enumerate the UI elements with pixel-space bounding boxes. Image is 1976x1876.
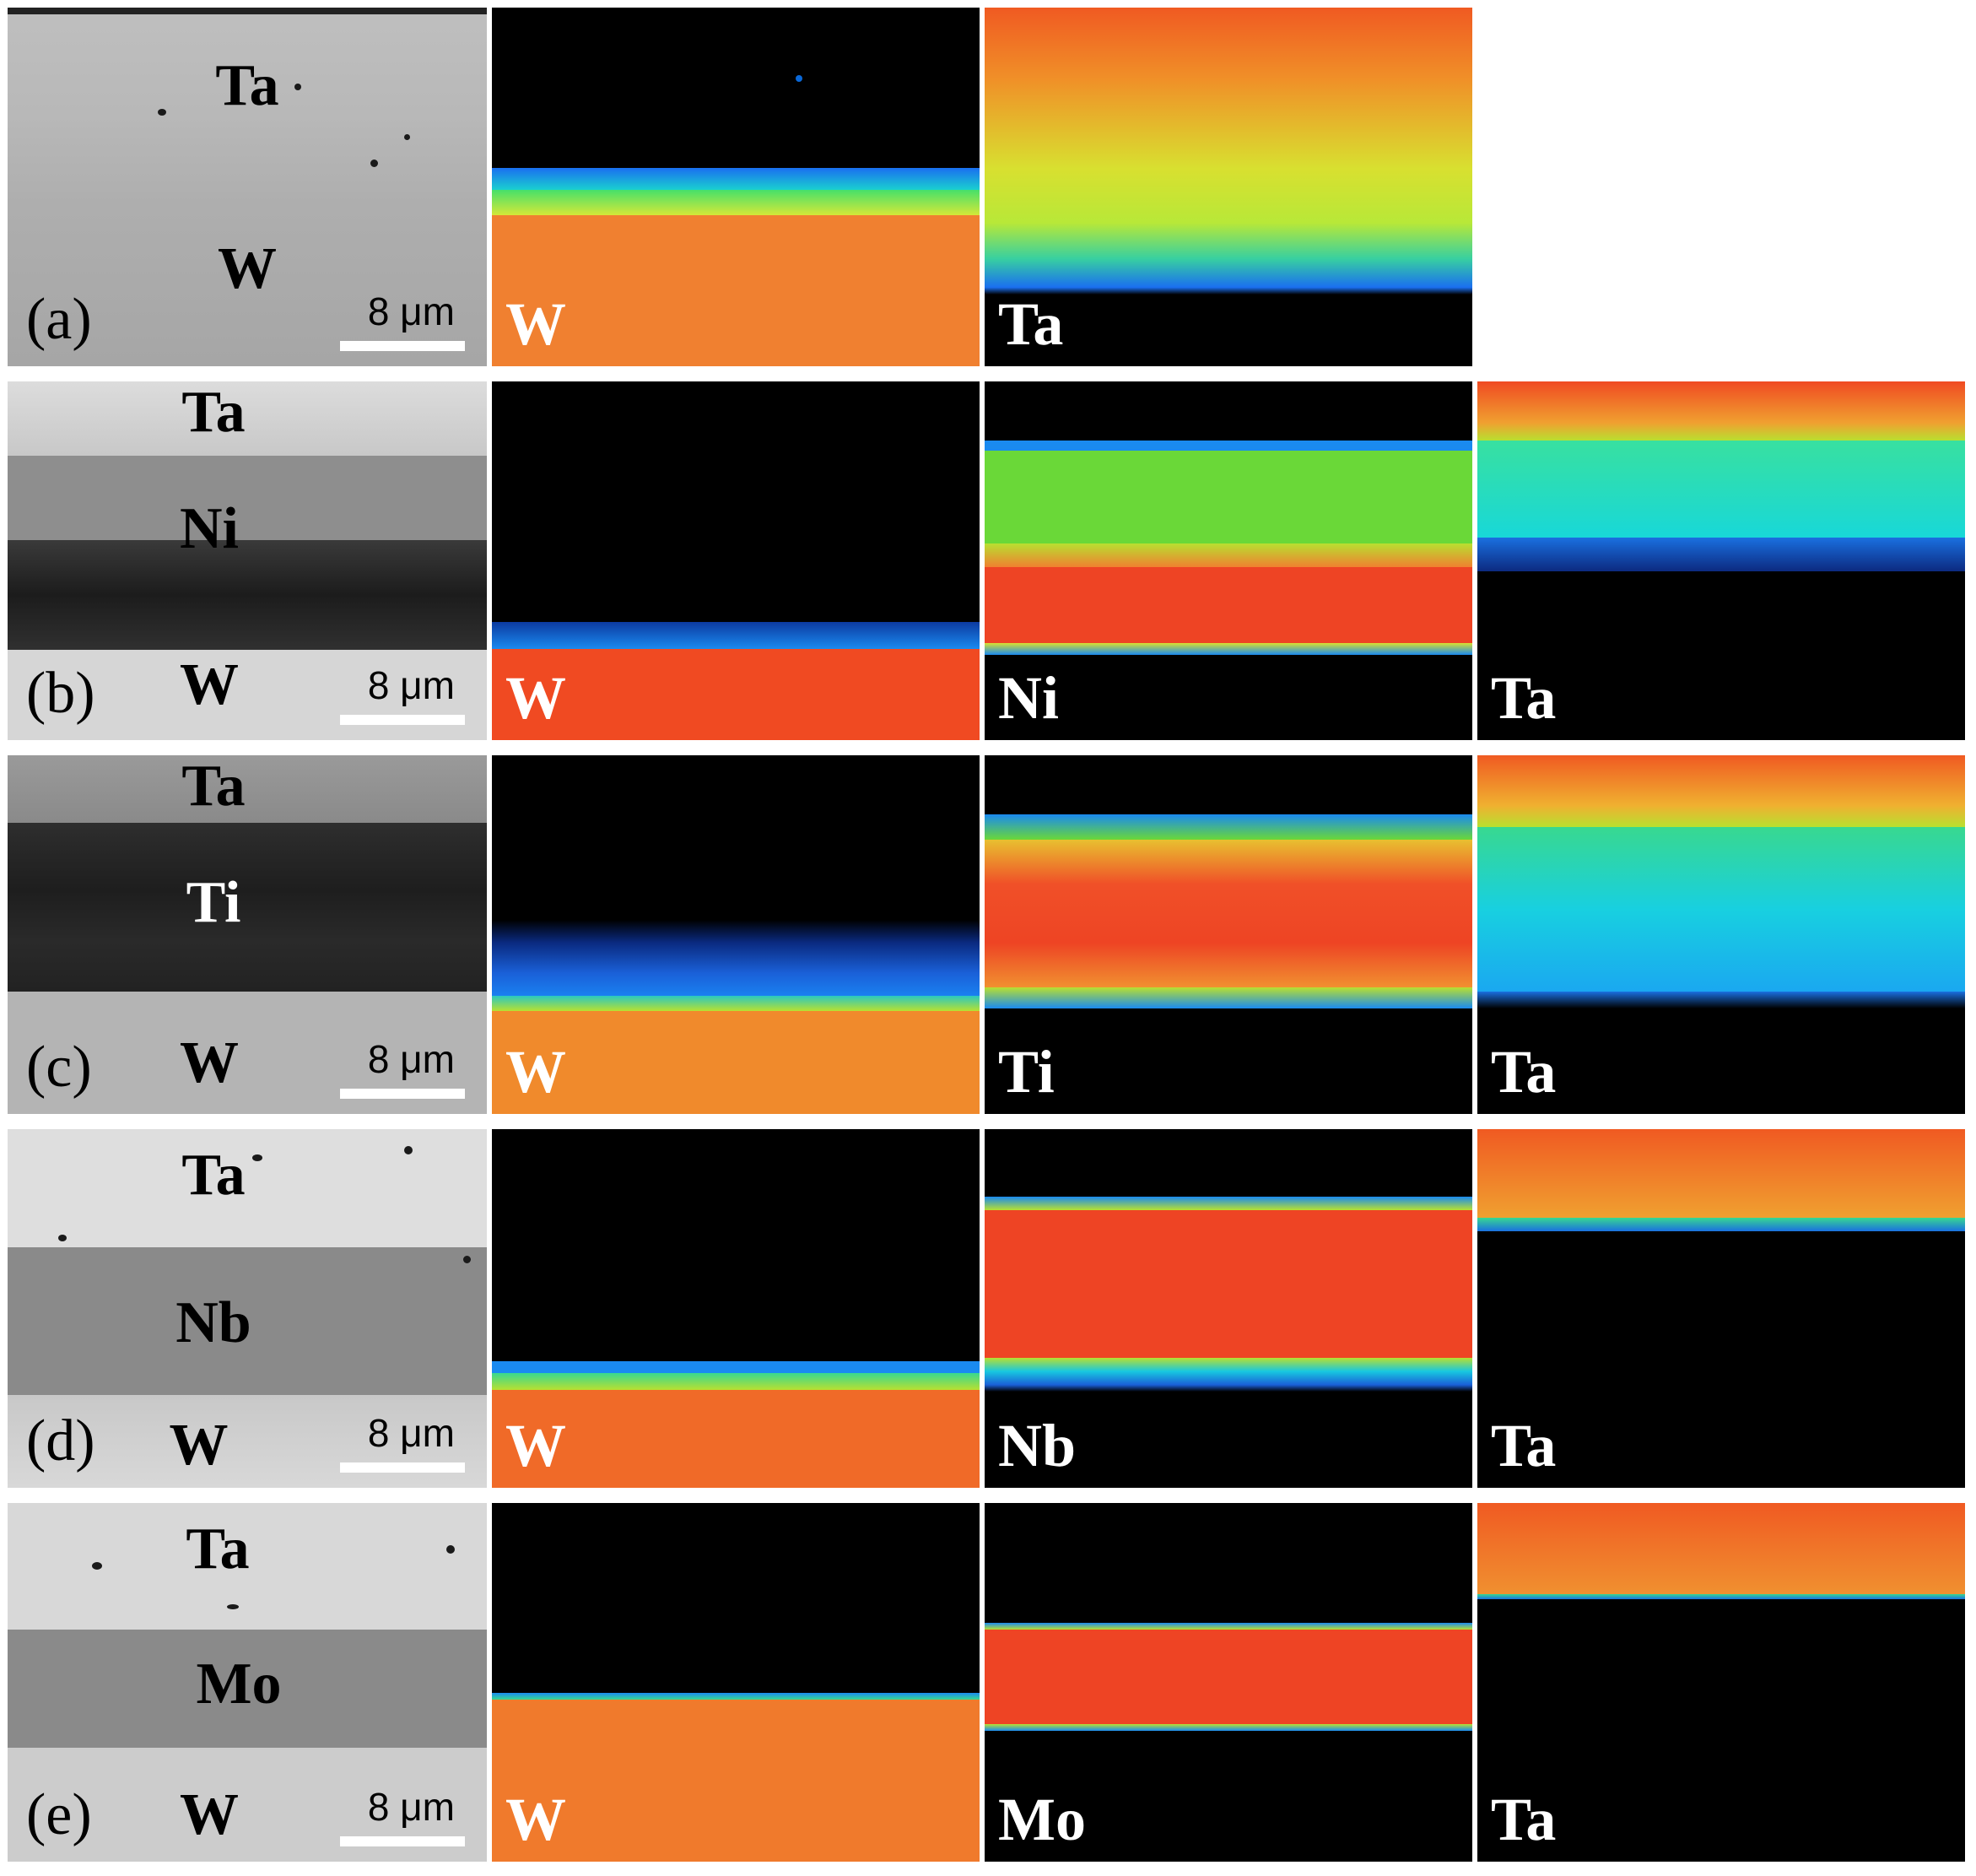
map-element-label: Ta xyxy=(998,290,1064,358)
eds-map-ti-c: Ti xyxy=(985,755,1472,1114)
scale-bar xyxy=(340,1836,465,1846)
eds-map-w-d: W xyxy=(492,1129,980,1488)
eds-map-w-b: W xyxy=(492,381,980,740)
sem-image-d: Ta Nb W (d) 8 μm xyxy=(8,1129,487,1488)
pore xyxy=(404,134,410,140)
map-element-label: W xyxy=(505,1412,566,1479)
row-c: Ta Ti W (c) 8 μm W Ti Ta xyxy=(8,755,1968,1114)
eds-map-w-c: W xyxy=(492,755,980,1114)
eds-map-mo-e: Mo xyxy=(985,1503,1472,1862)
eds-map-ta-a: Ta xyxy=(985,8,1472,366)
scale-bar-label: 8 μm xyxy=(367,1785,455,1829)
scale-bar-label: 8 μm xyxy=(367,1037,455,1081)
sem-image-b: Ta Ni W (b) 8 μm xyxy=(8,381,487,740)
sem-layer-label: W xyxy=(180,1782,239,1847)
eds-map-ta-b: Ta xyxy=(1477,381,1965,740)
scale-bar xyxy=(340,1462,465,1473)
sem-image-c: Ta Ti W (c) 8 μm xyxy=(8,755,487,1114)
map-element-label: Ta xyxy=(1491,1786,1557,1853)
sem-layer-label: Ta xyxy=(181,755,246,819)
row-a: Ta W (a) 8 μm W Ta xyxy=(8,8,1968,366)
eds-map-w-e: W xyxy=(492,1503,980,1862)
scale-bar xyxy=(340,341,465,351)
scale-bar xyxy=(340,715,465,725)
map-element-label: Ti xyxy=(998,1038,1055,1106)
sem-layer-label: W xyxy=(218,236,277,301)
top-edge xyxy=(8,8,487,14)
eds-map-nb-d: Nb xyxy=(985,1129,1472,1488)
row-e: Ta Mo W (e) 8 μm W Mo Ta xyxy=(8,1503,1968,1862)
scale-bar-label: 8 μm xyxy=(367,663,455,707)
sem-layer-label: W xyxy=(180,1030,239,1095)
panel-id: (d) xyxy=(26,1408,95,1473)
sem-layer-label: Nb xyxy=(175,1290,251,1355)
sem-layer-label: Ta xyxy=(181,1143,246,1208)
pore xyxy=(158,109,166,116)
map-element-label: Ni xyxy=(998,664,1059,732)
panel-id: (c) xyxy=(26,1035,92,1100)
eds-map-ni-b: Ni xyxy=(985,381,1472,740)
map-element-label: W xyxy=(505,290,566,358)
map-element-label: Nb xyxy=(998,1412,1077,1479)
eds-map-w-a: W xyxy=(492,8,980,366)
scale-bar-label: 8 μm xyxy=(367,1411,455,1455)
map-element-label: Ta xyxy=(1491,1038,1557,1106)
panel-id: (a) xyxy=(26,287,92,352)
sem-layer-label: Ti xyxy=(186,870,241,935)
sem-layer-label: W xyxy=(180,652,239,717)
map-element-label: W xyxy=(505,1038,566,1106)
row-d: Ta Nb W (d) 8 μm W Nb Ta xyxy=(8,1129,1968,1488)
scale-bar xyxy=(340,1089,465,1099)
sem-image-e: Ta Mo W (e) 8 μm xyxy=(8,1503,487,1862)
sem-layer-label: W xyxy=(169,1413,229,1478)
row-b: Ta Ni W (b) 8 μm W Ni Ta xyxy=(8,381,1968,740)
map-element-label: W xyxy=(505,664,566,732)
scale-bar-label: 8 μm xyxy=(367,289,455,333)
map-element-label: Ta xyxy=(1491,664,1557,732)
sem-layer-label: Ta xyxy=(181,381,246,445)
sem-layer-label: Ta xyxy=(186,1516,250,1581)
eds-map-ta-d: Ta xyxy=(1477,1129,1965,1488)
map-element-label: Mo xyxy=(998,1786,1086,1853)
sem-layer-label: Ni xyxy=(180,496,239,561)
sem-layer-label: Mo xyxy=(196,1652,282,1717)
pore xyxy=(370,159,378,167)
panel-id: (e) xyxy=(26,1782,92,1847)
pore xyxy=(294,84,301,90)
sem-image-a: Ta W (a) 8 μm xyxy=(8,8,487,366)
panel-id: (b) xyxy=(26,661,95,726)
map-element-label: W xyxy=(505,1786,566,1853)
eds-map-ta-e: Ta xyxy=(1477,1503,1965,1862)
map-element-label: Ta xyxy=(1491,1412,1557,1479)
eds-map-ta-c: Ta xyxy=(1477,755,1965,1114)
sem-layer-label: Ta xyxy=(215,53,279,118)
